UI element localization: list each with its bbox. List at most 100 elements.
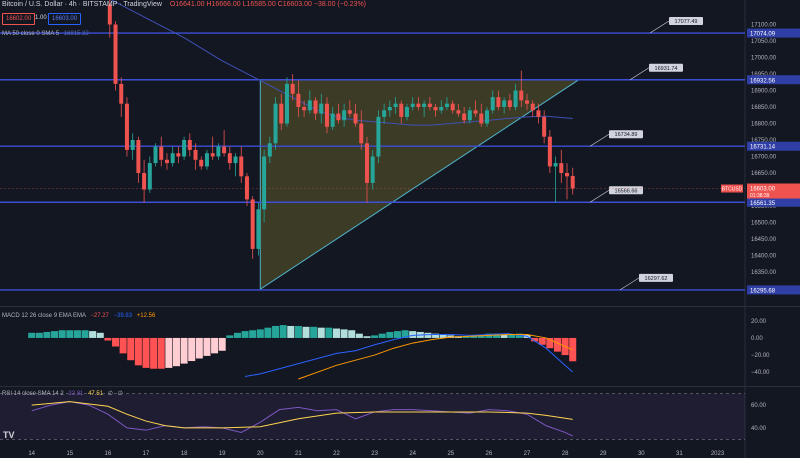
x-tick-label: 31 — [676, 451, 683, 457]
macd-histogram-bar — [211, 337, 219, 354]
macd-y-tick-label: −40.00 — [751, 370, 770, 376]
level-price-tag-label: 16295.68 — [750, 288, 776, 294]
candle-body — [204, 153, 209, 167]
candle-body — [507, 100, 512, 107]
candle-body — [444, 103, 449, 107]
macd-histogram-bar — [104, 337, 112, 341]
candle-body — [330, 113, 335, 127]
rsi-y-tick-label: 60.00 — [751, 403, 767, 409]
candle-body — [233, 156, 238, 164]
candle-body — [513, 90, 518, 107]
macd-histogram-bar — [256, 329, 264, 338]
candle-body — [342, 110, 347, 121]
candle-body — [542, 116, 547, 137]
y-tick-label: 16500.00 — [751, 221, 777, 227]
x-tick-label: 17 — [143, 451, 150, 457]
y-tick-label: 16700.00 — [751, 155, 777, 161]
macd-histogram-bar — [310, 326, 318, 338]
x-tick-label: 22 — [333, 451, 340, 457]
rsi-legend[interactable]: RSI 14 close SMA 14 2 32.81 47.51 ∅ ∅ — [2, 391, 123, 397]
candle-body — [159, 146, 164, 160]
candle-body — [262, 156, 267, 210]
candle-body — [193, 149, 198, 160]
callout-box — [649, 63, 683, 72]
candle-body — [370, 156, 375, 183]
candle-body — [467, 110, 472, 121]
macd-histogram-bar — [317, 327, 325, 338]
candle-body — [182, 140, 187, 157]
candle-body — [376, 116, 381, 157]
macd-line — [244, 333, 574, 377]
candle-body — [450, 103, 455, 111]
candle-body — [284, 83, 289, 124]
candle-body — [347, 110, 352, 114]
macd-histogram-bar — [500, 334, 508, 338]
candle-body — [547, 136, 552, 167]
macd-histogram-bar — [432, 333, 440, 338]
level-price-tag-label: 16932.56 — [750, 78, 776, 84]
ask-box[interactable]: 16603.00 — [48, 13, 82, 25]
macd-histogram-bar — [371, 335, 379, 338]
y-tick-label: 17000.00 — [751, 56, 777, 62]
candle-body — [422, 103, 427, 107]
candle-body — [364, 143, 369, 183]
macd-histogram-bar — [462, 336, 470, 338]
macd-histogram-bar — [333, 328, 340, 338]
candle-body — [273, 103, 278, 144]
callout-box — [639, 273, 673, 282]
callout-label: 16297.62 — [645, 276, 668, 282]
macd-histogram-bar — [66, 330, 74, 338]
ma-legend[interactable]: MA 50 close 0 SMA 5 16815.32 — [2, 31, 89, 37]
candle-body — [142, 173, 147, 190]
y-tick-label: 16850.00 — [751, 105, 777, 111]
candle-body — [530, 103, 535, 111]
x-tick-label: 16 — [105, 451, 112, 457]
macd-histogram-bar — [294, 325, 302, 338]
candle-body — [387, 107, 392, 111]
macd-histogram-bar — [58, 330, 66, 338]
bid-box[interactable]: 16602.00 — [2, 13, 36, 25]
x-tick-label: 28 — [562, 451, 569, 457]
x-tick-label: 21 — [295, 451, 302, 457]
macd-histogram-bar — [218, 337, 226, 351]
y-tick-label: 16400.00 — [751, 254, 777, 260]
candle-body — [393, 103, 398, 107]
macd-histogram-bar — [553, 337, 561, 352]
macd-legend[interactable]: MACD 12 26 close 9 EMA EMA −27.27 −39.83… — [2, 313, 156, 319]
callout-leader — [629, 67, 650, 81]
spread-value: 1.00 — [35, 15, 47, 21]
candle-body — [250, 199, 255, 249]
macd-histogram-bar — [96, 332, 104, 338]
x-tick-label: 30 — [638, 451, 645, 457]
x-tick-label: 15 — [66, 451, 73, 457]
x-tick-label: 26 — [486, 451, 493, 457]
symbol-title: Bitcoin / U.S. Dollar · 4h · BITSTAMP · … — [2, 1, 162, 8]
macd-histogram-bar — [241, 331, 249, 338]
candle-body — [170, 153, 175, 164]
macd-histogram-bar — [28, 332, 36, 338]
macd-histogram-bar — [195, 337, 203, 359]
candle-body — [382, 110, 387, 117]
x-tick-label: 18 — [181, 451, 188, 457]
candle-body — [176, 153, 181, 157]
macd-histogram-bar — [363, 336, 371, 338]
macd-histogram-bar — [172, 337, 180, 367]
macd-histogram-bar — [180, 337, 188, 364]
macd-histogram-bar — [188, 337, 196, 362]
current-price-value: 16603.00 — [750, 187, 776, 193]
candle-body — [324, 103, 329, 127]
y-tick-label: 16650.00 — [751, 171, 777, 177]
candle-body — [279, 103, 284, 124]
macd-histogram-bar — [119, 337, 127, 354]
level-price-tag — [747, 141, 800, 151]
candle-body — [113, 24, 118, 84]
macd-histogram-bar — [73, 330, 81, 338]
candle-body — [147, 163, 152, 190]
macd-histogram-bar — [279, 325, 287, 338]
candle-body — [519, 90, 524, 101]
macd-histogram-bar — [355, 333, 363, 338]
macd-histogram-bar — [493, 333, 501, 338]
candle-body — [462, 113, 467, 121]
tradingview-logo[interactable]: TV — [3, 430, 15, 440]
